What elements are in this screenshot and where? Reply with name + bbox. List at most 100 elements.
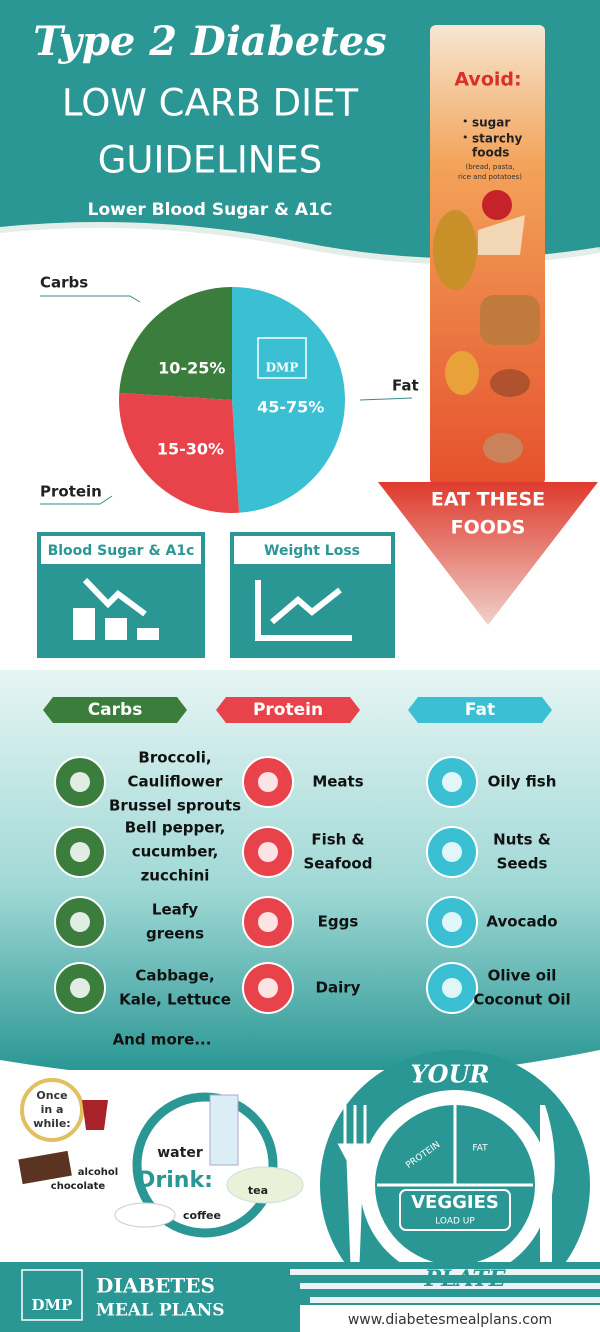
treat-badge xyxy=(20,1078,84,1142)
avoid-note: rice and potatoes) xyxy=(458,173,522,181)
potato xyxy=(483,433,523,463)
muffin xyxy=(490,369,530,397)
pie-label: 10-25% xyxy=(158,358,225,377)
drink-item: water xyxy=(157,1145,203,1161)
bread xyxy=(480,295,540,345)
leader xyxy=(40,295,141,303)
group-name: Protein xyxy=(253,700,323,720)
food-icon-glyph xyxy=(70,772,90,792)
arrow-head xyxy=(378,482,598,625)
plate-section: FAT xyxy=(472,1144,488,1154)
food-icon-glyph xyxy=(442,978,462,998)
pie-label: 45-75% xyxy=(257,398,324,417)
plate-note: LOAD UP xyxy=(435,1217,475,1227)
pie-slice xyxy=(118,392,240,514)
food-item: Oily fish xyxy=(488,773,557,791)
treat-item: chocolate xyxy=(51,1181,106,1192)
pineapple xyxy=(433,210,477,290)
avoid-item: foods xyxy=(472,146,509,160)
tea-cup xyxy=(226,1166,304,1204)
icon xyxy=(270,587,342,625)
food-item: cucumber, xyxy=(132,843,219,861)
drink-item: tea xyxy=(248,1184,268,1197)
veggies-box xyxy=(399,1189,511,1231)
plate-divider xyxy=(377,1105,533,1187)
food-item: Olive oil xyxy=(488,967,557,985)
treat-heading: Once xyxy=(36,1089,67,1102)
plate-top: YOUR xyxy=(411,1060,490,1089)
plate-center: VEGGIES xyxy=(411,1192,499,1213)
footer-brand: DIABETES xyxy=(96,1274,215,1298)
food-icon-glyph xyxy=(258,912,278,932)
footer-brand: MEAL PLANS xyxy=(96,1301,225,1321)
glass xyxy=(209,1094,239,1166)
leader xyxy=(359,397,413,401)
food-item: Seafood xyxy=(304,855,373,873)
treat-item: alcohol xyxy=(78,1167,118,1178)
food-item: Coconut Oil xyxy=(473,991,570,1009)
knife xyxy=(540,1105,555,1265)
candy xyxy=(482,190,512,220)
icon xyxy=(82,577,147,617)
title-line: GUIDELINES xyxy=(98,139,323,182)
food-more: And more... xyxy=(113,1031,212,1049)
avoid-item: sugar xyxy=(472,116,510,130)
icon xyxy=(255,580,352,641)
icon xyxy=(105,618,127,640)
food-item: Nuts & xyxy=(493,831,551,849)
food-icon-glyph xyxy=(442,772,462,792)
bullet: • xyxy=(462,115,469,128)
food-item: Broccoli, xyxy=(138,749,211,767)
footer-logo: DMP xyxy=(32,1296,73,1314)
food-item: Seeds xyxy=(497,855,548,873)
pie-name: Carbs xyxy=(40,274,88,292)
icon xyxy=(137,628,159,640)
pie-chart: 45-75% 15-30% 10-25% xyxy=(118,287,346,514)
icon xyxy=(73,608,95,640)
benefit-label: Weight Loss xyxy=(264,543,360,559)
drink-circle xyxy=(132,1092,278,1238)
food-icon-glyph xyxy=(70,978,90,998)
group-tab xyxy=(43,697,187,723)
food-item: Kale, Lettuce xyxy=(119,991,231,1009)
food-item: Leafy xyxy=(152,901,198,919)
pie-name: Fat xyxy=(392,377,419,395)
arrow-label: FOODS xyxy=(451,517,526,539)
food-item: Bell pepper, xyxy=(125,819,226,837)
food-item: Dairy xyxy=(316,979,361,997)
url-bg xyxy=(300,1305,600,1332)
footer-logo-box xyxy=(21,1269,83,1321)
avoid-heading: Avoid: xyxy=(454,69,521,91)
avoid-note: (bread, pasta, xyxy=(465,163,514,171)
pear xyxy=(445,351,479,395)
group-tab xyxy=(408,697,552,723)
food-item: Cauliflower xyxy=(128,773,224,791)
food-icon-glyph xyxy=(258,978,278,998)
leader xyxy=(40,495,113,505)
food-item: Eggs xyxy=(318,913,359,931)
footer-url: www.diabetesmealplans.com xyxy=(348,1312,552,1328)
drink-item: coffee xyxy=(183,1209,221,1222)
arrow-label: EAT THESE xyxy=(431,489,545,511)
fork xyxy=(337,1105,373,1267)
pie-logo: DMP xyxy=(266,361,299,375)
food-icon-glyph xyxy=(258,842,278,862)
coffee-cup xyxy=(114,1202,176,1228)
footer-stripes xyxy=(290,1269,600,1303)
drink-label: Drink: xyxy=(137,1168,213,1193)
food-groups: Carbs Broccoli, Cauliflower Brussel sprouts… xyxy=(43,697,571,1049)
food-item: Avocado xyxy=(486,913,557,931)
plate-bottom: PLATE xyxy=(423,1266,506,1292)
food-item: Cabbage, xyxy=(135,967,214,985)
food-item: Fish & xyxy=(311,831,364,849)
group-tab xyxy=(216,697,360,723)
avoid-item: starchy xyxy=(472,132,523,146)
pie-label: 15-30% xyxy=(157,439,224,458)
wine xyxy=(82,1100,108,1130)
food-icon-glyph xyxy=(70,842,90,862)
pie-slice xyxy=(232,287,346,513)
subtitle: Lower Blood Sugar & A1C xyxy=(88,200,333,220)
food-item: Meats xyxy=(312,773,363,791)
title-script: Type 2 Diabetes xyxy=(33,18,386,65)
